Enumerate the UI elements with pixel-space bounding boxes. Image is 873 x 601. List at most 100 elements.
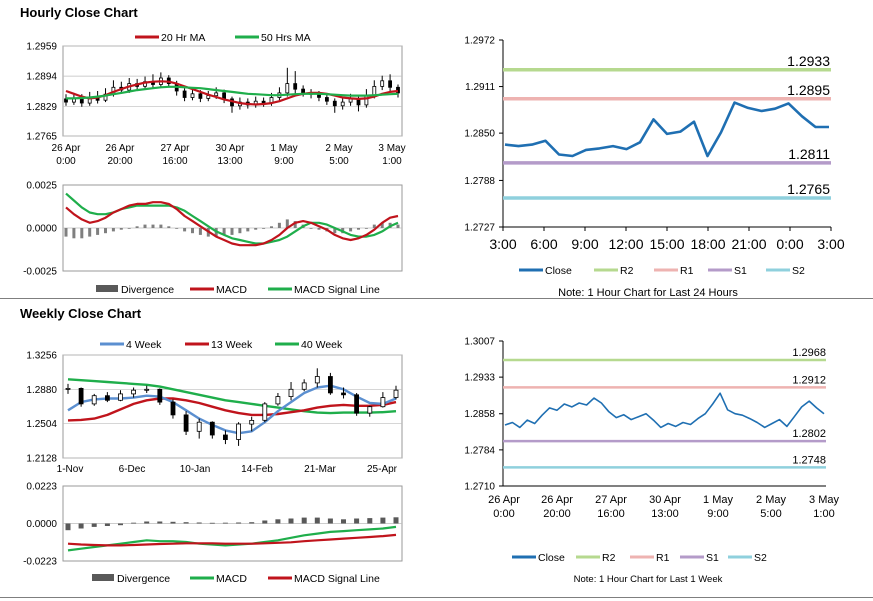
candle-body — [380, 397, 386, 408]
pivot-level-label: 1.2748 — [792, 454, 826, 466]
x-tick-label: 21-Mar — [304, 464, 336, 475]
divergence-bar — [288, 518, 294, 524]
candle-body — [262, 403, 268, 421]
divergence-bar — [143, 224, 147, 228]
legend-20hr-ma-label: 20 Hr MA — [161, 32, 205, 44]
candle-body — [285, 83, 290, 94]
divergence-bar — [314, 517, 320, 524]
y-tick-label: 1.2894 — [26, 72, 57, 83]
candle-body — [198, 93, 203, 99]
legend-signal-label: MACD Signal Line — [294, 284, 380, 296]
divergence-bar — [357, 228, 360, 230]
x-tick-label: 18:00 — [690, 236, 725, 252]
legend-divergence-label: Divergence — [117, 573, 170, 585]
candle-body — [324, 97, 329, 102]
divergence-bar — [183, 228, 187, 232]
candle-body — [288, 388, 294, 397]
divergence-bar — [175, 228, 179, 229]
divergence-bar — [111, 228, 115, 232]
legend-close-label: Close — [545, 265, 572, 277]
divergence-bar — [270, 226, 273, 228]
candle-body — [78, 387, 84, 405]
candle-body — [314, 376, 320, 384]
divergence-bar — [159, 224, 163, 228]
legend-40-week-label: 40 Week — [301, 339, 343, 351]
x-tick-label: 12:00 — [608, 236, 643, 252]
x-tick-label: 2 May — [325, 143, 352, 154]
divergence-bar — [96, 228, 100, 235]
pivot-level-label: 1.2912 — [792, 374, 826, 386]
candle-body — [275, 396, 281, 405]
legend-s2-label: S2 — [792, 265, 805, 277]
divergence-bar — [262, 520, 268, 524]
candle-body — [393, 389, 399, 398]
pivot-level-label: 1.2968 — [792, 347, 826, 359]
y-tick-label: 0.0223 — [26, 482, 57, 493]
series-line — [67, 378, 397, 415]
y-tick-label: 1.2972 — [464, 36, 495, 47]
y-tick-label: 0.0000 — [26, 224, 57, 235]
divergence-bar — [354, 518, 360, 524]
x-tick-label: 30 Apr — [649, 494, 681, 506]
y-tick-label: 0.0025 — [26, 181, 57, 192]
x-tick-label: 26 Apr — [106, 143, 136, 154]
y-tick-label: 1.2858 — [464, 409, 495, 420]
weekly-macd-chart: 0.0223 0.0000 -0.0223 Divergence MACD MACD Si… — [23, 482, 402, 585]
divergence-bar — [293, 221, 297, 228]
weekly-section-title: Weekly Close Chart — [20, 306, 142, 321]
candle-body — [301, 88, 306, 94]
x-tick-label: 1:00 — [813, 508, 834, 520]
macd-line — [67, 525, 397, 552]
divergence-bar — [277, 222, 281, 228]
x-tick-label: 16:00 — [597, 508, 625, 520]
divergence-bar — [78, 523, 84, 529]
divergence-bar — [157, 521, 163, 524]
legend-50hrs-ma-label: 50 Hrs MA — [261, 32, 311, 44]
y-tick-label: 1.2788 — [464, 176, 495, 187]
divergence-bar — [131, 522, 137, 524]
divergence-bar — [367, 518, 373, 524]
candle-body — [222, 434, 228, 440]
candle-body — [190, 93, 195, 98]
divergence-bar — [236, 522, 242, 524]
candle-body — [364, 95, 369, 106]
divergence-bar — [349, 228, 353, 232]
divergence-bar — [285, 219, 289, 228]
x-tick-label: 0:00 — [493, 508, 514, 520]
divergence-bar — [222, 522, 228, 524]
legend-r1-label: R1 — [680, 265, 694, 277]
divergence-bar — [209, 522, 215, 524]
pivot-level-label: 1.2933 — [787, 53, 830, 69]
candle-body — [144, 388, 150, 391]
x-tick-label: 13:00 — [651, 508, 679, 520]
x-tick-label: 1-Nov — [57, 464, 84, 475]
y-tick-label: 1.2504 — [26, 419, 57, 430]
candle-body — [183, 414, 189, 432]
legend-divergence-swatch — [92, 574, 114, 581]
x-tick-label: 1 May — [270, 143, 297, 154]
y-tick-label: 1.3007 — [464, 337, 495, 348]
divergence-bar — [393, 517, 399, 524]
x-tick-label: 20:00 — [107, 156, 132, 167]
candle-body — [131, 389, 137, 395]
x-tick-label: 5:00 — [760, 508, 781, 520]
y-tick-label: 1.2128 — [26, 454, 57, 465]
divergence-bar — [88, 228, 92, 237]
divergence-bar — [65, 523, 71, 531]
x-tick-label: 15:00 — [649, 236, 684, 252]
divergence-bar — [119, 228, 123, 230]
divergence-bar — [372, 224, 376, 228]
candle-body — [332, 100, 337, 107]
y-tick-label: 0.0000 — [26, 519, 57, 530]
x-tick-label: 27 Apr — [161, 143, 191, 154]
divergence-bar — [183, 522, 189, 524]
candle-body — [209, 421, 215, 436]
y-tick-label: -0.0025 — [23, 267, 57, 278]
divergence-bar — [167, 226, 171, 228]
legend-s2-label: S2 — [754, 552, 767, 564]
x-tick-label: 16:00 — [162, 156, 187, 167]
x-tick-label: 9:00 — [707, 508, 728, 520]
